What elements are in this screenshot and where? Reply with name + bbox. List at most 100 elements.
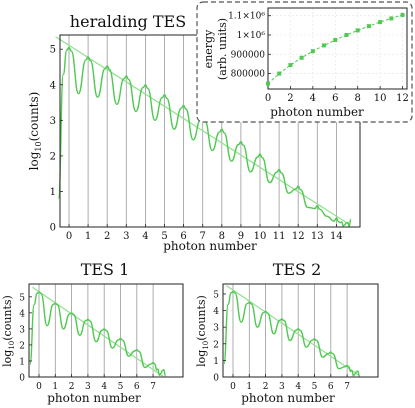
tes2-y-tick-label: 0 <box>213 374 219 384</box>
tes1-fit-line <box>32 286 164 377</box>
tes2-x-tick-label: 0 <box>230 382 236 392</box>
main-y-label: log10(counts) <box>27 92 43 171</box>
tes2-y-label: log10(counts) <box>195 295 210 367</box>
tes2-curve-path <box>223 290 361 377</box>
inset-point <box>299 55 304 60</box>
main-x-tick-label: 12 <box>292 231 305 242</box>
tes1-x-tick-label: 4 <box>101 382 107 392</box>
inset-point <box>355 28 360 33</box>
main-x-tick-label: 1 <box>85 231 91 242</box>
main-x-tick-label: 9 <box>238 231 244 242</box>
inset-x-tick-label: 0 <box>265 93 271 104</box>
inset-y-tick-label: 900000 <box>231 50 266 60</box>
tes1-x-tick-label: 5 <box>118 382 124 392</box>
inset-x-tick-label: 6 <box>332 93 338 104</box>
main-y-label-log: log <box>27 151 41 170</box>
inset-point <box>389 16 394 21</box>
main-y-label-sub: 10 <box>34 141 43 151</box>
tes2-y-label-log: log <box>195 350 208 367</box>
main-x-tick-label: 10 <box>254 231 267 242</box>
tes1-title: TES 1 <box>81 260 130 279</box>
inset-point <box>322 43 327 48</box>
tes2-x-tick-label: 3 <box>279 382 285 392</box>
main-x-tick-label: 7 <box>200 231 206 242</box>
tes1-x-label: photon number <box>47 391 141 405</box>
tes2-y-tick-label: 1 <box>213 357 219 367</box>
main-x-label: photon number <box>163 239 257 253</box>
tes2-x-tick-label: 4 <box>295 382 301 392</box>
tes2-x-label: photon number <box>241 391 335 405</box>
tes2-vlines <box>232 284 348 377</box>
tes2-plot-frame <box>222 283 379 378</box>
main-x-tick-label: 4 <box>142 231 148 242</box>
main-x-tick-label: 6 <box>180 231 186 242</box>
inset-x-tick-label: 10 <box>374 93 387 104</box>
main-curve-path <box>57 46 352 228</box>
tes1-fit-line <box>32 286 164 377</box>
main-fit-line <box>55 36 349 224</box>
inset-point <box>344 33 349 37</box>
inset-point <box>378 20 383 25</box>
inset-point <box>400 12 405 17</box>
main-y-tick-label: 0 <box>50 223 56 234</box>
tes1-vlines <box>38 284 154 377</box>
tes1-curve <box>29 291 167 377</box>
inset-point <box>277 71 282 76</box>
main-y-label-tail: (counts) <box>27 92 41 142</box>
main-y-tick-label: 3 <box>50 116 56 127</box>
main-x-tick-label: 14 <box>330 231 343 242</box>
main-fit-line <box>55 36 349 224</box>
inset-x-tick-label: 2 <box>287 93 293 104</box>
tes1-x-tick-label: 1 <box>52 382 58 392</box>
tes2-y-label-sub: 10 <box>202 341 210 350</box>
tes2-x-tick-label: 5 <box>312 382 318 392</box>
inset-y-tick-label: 800000 <box>231 70 266 80</box>
tes1-x-tick-label: 6 <box>134 382 140 392</box>
inset-points <box>266 12 405 86</box>
tes1-y-tick-label: 4 <box>19 309 25 319</box>
inset-x-label: photon number <box>270 105 364 119</box>
tes1-y-ticks: 0 1 2 3 4 5 <box>19 293 32 384</box>
main-title: heralding TES <box>70 12 186 31</box>
tes1-curve-path <box>29 291 167 377</box>
inset-y-label-units: (arb. units) <box>216 18 229 80</box>
tes1-y-label: log10(counts) <box>1 295 16 367</box>
main-x-tick-label: 3 <box>123 231 129 242</box>
inset-plot-frame <box>267 7 408 90</box>
tes2-x-tick-label: 6 <box>328 382 334 392</box>
inset-point <box>333 38 338 43</box>
inset-x-tick-label: 4 <box>310 93 316 104</box>
main-x-tick-label: 11 <box>273 231 286 242</box>
main-curve <box>57 46 352 228</box>
inset-point <box>366 24 371 29</box>
inset-x-ticks: 0 2 4 6 8 10 12 <box>265 86 409 104</box>
main-x-tick-label: 13 <box>311 231 324 242</box>
tes1-x-tick-label: 3 <box>85 382 91 392</box>
tes2-x-tick-label: 2 <box>263 382 269 392</box>
inset-panel: 0 2 4 6 8 10 12 800000 900000 1×10⁶ 1.1×10⁶ photo… <box>196 1 413 123</box>
main-x-tick-label: 0 <box>66 231 72 242</box>
inset-x-tick-label: 12 <box>396 93 409 104</box>
tes1-y-tick-label: 0 <box>19 374 25 384</box>
main-x-ticks: 0 1 2 3 4 5 6 7 8 9 10 11 12 13 14 <box>66 224 343 242</box>
tes2-x-tick-label: 7 <box>344 382 350 392</box>
tes2-curve <box>223 290 361 377</box>
tes2-y-tick-label: 4 <box>213 307 219 317</box>
tes1-plot-frame <box>28 283 184 378</box>
tes1-y-tick-label: 1 <box>19 357 25 367</box>
main-x-tick-label: 5 <box>161 231 167 242</box>
tes2-y-tick-label: 3 <box>213 324 219 334</box>
tes1-y-label-tail: (counts) <box>1 295 14 341</box>
tes1-x-tick-label: 0 <box>36 382 42 392</box>
inset-y-tick-label: 1.1×10⁶ <box>228 12 265 22</box>
tes1-y-tick-label: 5 <box>19 293 25 303</box>
tes1-y-tick-label: 3 <box>19 325 25 335</box>
tes2-title: TES 2 <box>273 260 322 279</box>
tes2-y-tick-label: 5 <box>213 290 219 300</box>
tes2-fit-line <box>226 285 361 377</box>
tes2-y-tick-label: 2 <box>213 340 219 350</box>
